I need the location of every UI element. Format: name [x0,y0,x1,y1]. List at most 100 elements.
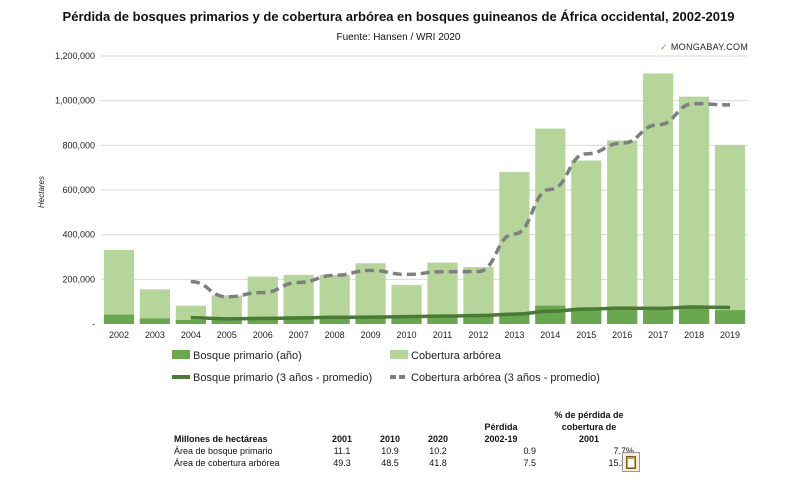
bar-cobertura [571,160,602,324]
legend-label-primario: Bosque primario (año) [193,350,302,362]
legend-swatch-primario [172,350,190,359]
legend-label-cobertura: Cobertura arbórea [411,350,502,362]
table-header-row: % de pérdida de [170,408,638,420]
header-pct-l2: cobertura de [561,422,617,432]
lines [190,101,731,321]
brand-logo[interactable]: ✓ MONGABAY.COM [660,42,748,53]
x-tick-label: 2006 [253,330,273,340]
table-row: Área de cobertura arbórea 49.3 48.5 41.8… [170,456,638,468]
cell-2001: 11.1 [333,446,351,456]
cell-2010: 48.5 [381,458,399,468]
bar-primario [283,316,314,324]
brand-text: MONGABAY.COM [670,42,749,52]
summary-table: % de pérdida de Pérdida cobertura de Mil… [170,408,638,468]
bars [103,73,746,324]
bar-cobertura [535,128,566,324]
x-tick-label: 2009 [361,330,381,340]
cell-pct: 15.2% [540,456,638,468]
header-label: Millones de hectáreas [174,434,268,444]
y-tick-label: 1,200,000 [55,51,95,61]
clipboard-icon[interactable] [622,452,640,472]
x-tick-label: 2005 [217,330,237,340]
bar-primario [571,307,602,324]
cell-2020: 41.8 [429,458,447,468]
gridlines [101,55,748,280]
bar-primario [499,313,530,324]
bar-primario [714,310,746,324]
header-perdida-l1: Pérdida [484,422,518,432]
y-tick-label: 400,000 [62,230,95,240]
bar-cobertura [678,96,710,324]
row-label: Área de cobertura arbórea [174,458,280,468]
x-tick-label: 2017 [648,330,668,340]
header-perdida-l2: 2002-19 [484,434,518,444]
bar-cobertura [103,249,135,324]
x-tick-label: 2002 [109,330,129,340]
header-2010: 2010 [379,434,401,444]
bar-primario [643,308,674,324]
bar-cobertura [499,172,530,324]
legend-label-cobertura-promedio: Cobertura arbórea (3 años - promedio) [411,372,600,384]
cell-2001: 49.3 [333,458,351,468]
line-cobertura-promedio [190,101,731,299]
x-tick-label: 2010 [397,330,417,340]
chart-area: - 200,000 400,000 600,000 800,000 1,000,000 1,… [37,51,748,384]
bar-primario [355,315,386,324]
y-axis-ticks: - 200,000 400,000 600,000 800,000 1,000,000 1,… [55,51,95,329]
bar-primario [103,314,135,324]
x-tick-label: 2007 [289,330,309,340]
x-tick-label: 2016 [612,330,632,340]
bar-cobertura [714,144,746,324]
x-tick-label: 2003 [145,330,165,340]
x-tick-label: 2011 [433,330,452,340]
x-tick-label: 2004 [181,330,201,340]
bar-primario [535,305,566,324]
y-axis-label: Hectares [37,176,46,208]
bar-primario [427,314,458,324]
bar-primario [247,316,278,324]
legend-label-primario-promedio: Bosque primario (3 años - promedio) [193,372,372,384]
chart-subtitle: Fuente: Hansen / WRI 2020 [336,32,461,43]
x-tick-label: 2013 [504,330,524,340]
x-tick-label: 2012 [468,330,488,340]
x-tick-label: 2008 [325,330,345,340]
y-tick-label: - [92,319,95,329]
chart-title: Pérdida de bosques primarios y de cobert… [62,9,735,24]
y-tick-label: 600,000 [62,185,95,195]
bar-cobertura [139,289,171,324]
header-2020: 2020 [427,434,449,444]
legend-swatch-cobertura [390,350,408,359]
bar-primario [607,308,638,324]
bar-cobertura [643,73,674,324]
bar-cobertura [355,263,386,324]
y-tick-label: 1,000,000 [55,96,95,106]
bar-primario [175,319,206,324]
cell-perdida: 0.9 [523,446,536,456]
table-header-row: Pérdida cobertura de [170,420,638,432]
header-pct-l1: % de pérdida de [554,410,624,420]
bar-primario [319,316,350,324]
y-tick-label: 200,000 [62,274,95,284]
header-pct-l3: 2001 [578,434,600,444]
header-2001: 2001 [331,434,353,444]
row-label: Área de bosque primario [174,446,273,456]
bar-primario [139,318,171,324]
cell-2020: 10.2 [429,446,447,456]
x-tick-label: 2014 [540,330,560,340]
leaf-icon: ✓ [660,42,668,52]
bar-primario [391,317,422,324]
bar-primario [463,314,494,324]
x-tick-label: 2015 [576,330,596,340]
table-header-row: Millones de hectáreas 2001 2010 2020 200… [170,432,638,444]
x-tick-label: 2018 [684,330,704,340]
line-primario-promedio [190,305,731,321]
bar-cobertura [247,276,278,324]
cell-perdida: 7.5 [523,458,536,468]
y-tick-label: 800,000 [62,140,95,150]
x-tick-label: 2019 [720,330,740,340]
bar-primario [678,306,710,324]
bar-primario [211,318,242,324]
cell-pct: 7.7% [613,446,634,456]
table-row: Área de bosque primario 11.1 10.9 10.2 0… [170,444,638,456]
legend: Bosque primario (año) Cobertura arbórea Bo… [172,350,600,384]
